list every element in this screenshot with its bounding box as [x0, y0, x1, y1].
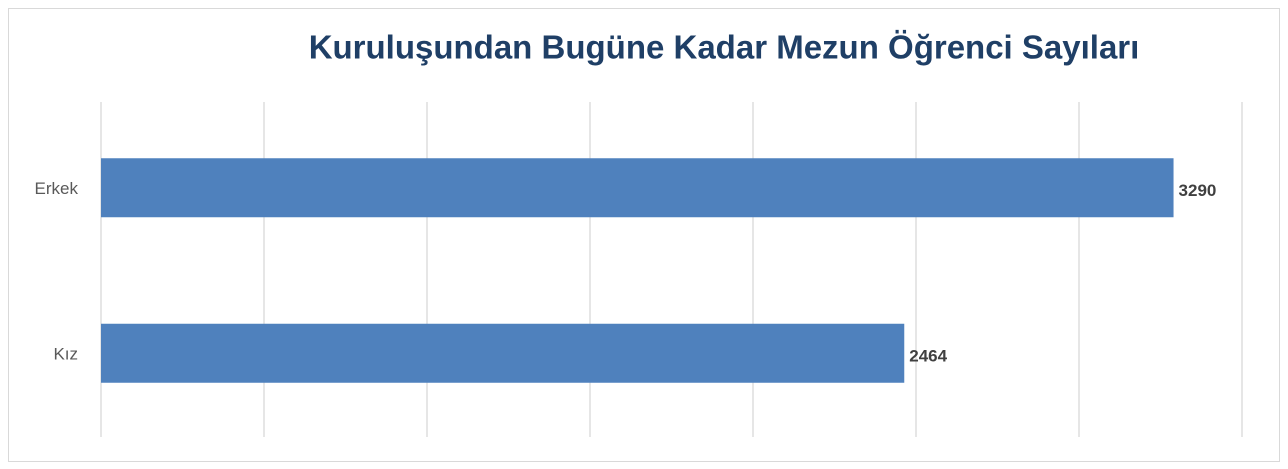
bar — [101, 158, 1174, 218]
y-tick-label: Erkek — [35, 179, 79, 198]
chart-border — [8, 8, 1280, 462]
value-label: 2464 — [909, 347, 947, 366]
bar — [101, 323, 905, 383]
y-tick-label: Kız — [53, 345, 78, 364]
value-label: 3290 — [1179, 181, 1217, 200]
chart-title: Kuruluşundan Bugüne Kadar Mezun Öğrenci … — [309, 29, 1140, 66]
